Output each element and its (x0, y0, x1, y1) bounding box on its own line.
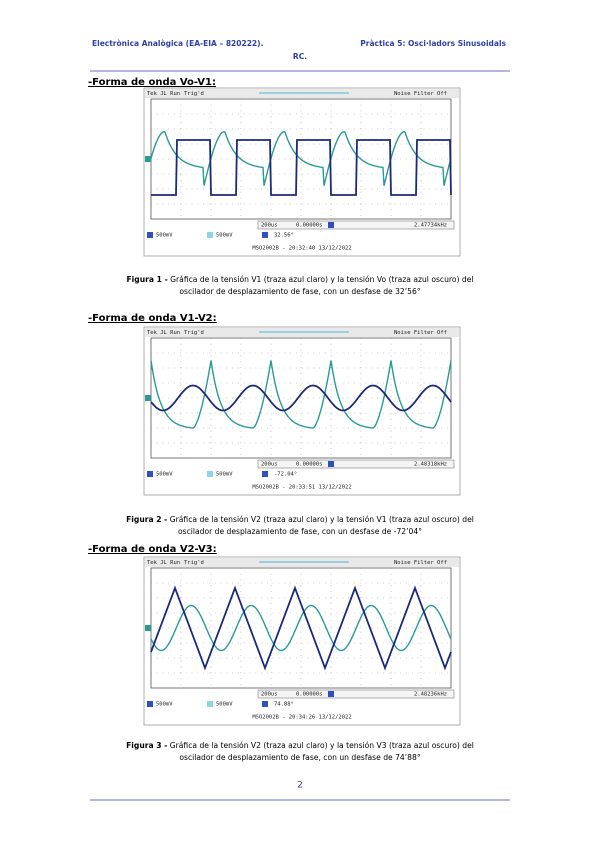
ground-marker (145, 156, 151, 162)
light-trace (150, 130, 452, 186)
caption-line1: Figura 1 - Gráfica de la tensión V1 (tra… (127, 275, 474, 284)
caption-line2: oscilador de desplazamiento de fase, con… (179, 753, 420, 762)
ch2-marker (207, 471, 213, 477)
ch2-marker (207, 701, 213, 707)
light-trace (150, 604, 452, 652)
caption-line2: oscilador de desplazamiento de fase, con… (179, 287, 420, 296)
section-heading: -Forma de onda Vo-V1: (88, 77, 216, 88)
section-heading: -Forma de onda V1-V2: (88, 313, 217, 324)
ch1-marker (147, 232, 153, 238)
caption-line2: oscilador de desplazamiento de fase, con… (178, 527, 422, 536)
ch1-scale: 500mV (156, 702, 173, 708)
caption-label: Figura 1 - (127, 275, 168, 284)
scope-trigger: Trig'd (184, 330, 204, 336)
frequency: 2.47734kHz (414, 223, 447, 229)
phase-readout: 74.88° (274, 702, 294, 708)
ground-marker (145, 395, 151, 401)
caption-text: Gráfica de la tensión V1 (traza azul cla… (170, 275, 473, 284)
position: 0.00000s (296, 223, 323, 229)
caption-line1: Figura 2 - Gráfica de la tensión V2 (tra… (126, 515, 474, 524)
phase-marker (262, 701, 268, 707)
caption-text: Gráfica de la tensión V2 (traza azul cla… (170, 741, 474, 750)
timebase: 200us (261, 692, 278, 698)
caption-text: Gráfica de la tensión V2 (traza azul cla… (170, 515, 474, 524)
scope-filter: Noise Filter Off (394, 330, 447, 336)
light-trace (150, 360, 452, 429)
scope-footer: MSO2002B - 20:32:40 13/12/2022 (252, 246, 351, 252)
caption-label: Figura 3 - (126, 741, 167, 750)
readout-box (257, 689, 455, 699)
timebase: 200us (261, 462, 278, 468)
phase-marker (262, 232, 268, 238)
dark-trace (150, 585, 452, 671)
caption-line1: Figura 3 - Gráfica de la tensión V2 (tra… (126, 741, 474, 750)
section-heading: -Forma de onda V2-V3: (88, 544, 217, 555)
scope-footer: MSO2002B - 20:33:51 13/12/2022 (252, 485, 351, 491)
ch2-marker (207, 232, 213, 238)
ch-marker (328, 222, 334, 228)
ground-marker (145, 625, 151, 631)
dark-trace (150, 384, 452, 412)
position: 0.00000s (296, 462, 323, 468)
phase-readout: -72.04° (274, 472, 297, 478)
phase-marker (262, 471, 268, 477)
timebase: 200us (261, 223, 278, 229)
phase-readout: 32.56° (274, 233, 294, 239)
ch1-scale: 500mV (156, 472, 173, 478)
readout-box (257, 220, 455, 230)
header-right: Pràctica 5: Osci·ladors Sinusoidals (360, 39, 506, 48)
ch2-scale: 500mV (216, 702, 233, 708)
scope-footer: MSO2002B - 20:34:26 13/12/2022 (252, 715, 351, 721)
frequency: 2.48318kHz (414, 462, 447, 468)
ch-marker (328, 691, 334, 697)
ch1-scale: 500mV (156, 233, 173, 239)
header-left: Electrònica Analògica (EA-EIA – 820222). (92, 39, 264, 48)
header-right-cont: RC. (293, 52, 307, 61)
ch-marker (328, 461, 334, 467)
scope-status: Tek JL Run (147, 91, 180, 97)
scope-status: Tek JL Run (147, 330, 180, 336)
scope-trigger: Trig'd (184, 560, 204, 566)
scope-filter: Noise Filter Off (394, 560, 447, 566)
dark-trace (151, 139, 452, 196)
ch2-scale: 500mV (216, 472, 233, 478)
frequency: 2.48236kHz (414, 692, 447, 698)
position: 0.00000s (296, 692, 323, 698)
page-number: 2 (297, 781, 303, 791)
scope-filter: Noise Filter Off (394, 91, 447, 97)
ch1-marker (147, 471, 153, 477)
ch1-marker (147, 701, 153, 707)
scope-trigger: Trig'd (184, 91, 204, 97)
scope-status: Tek JL Run (147, 560, 180, 566)
readout-box (257, 459, 455, 469)
caption-label: Figura 2 - (126, 515, 167, 524)
ch2-scale: 500mV (216, 233, 233, 239)
